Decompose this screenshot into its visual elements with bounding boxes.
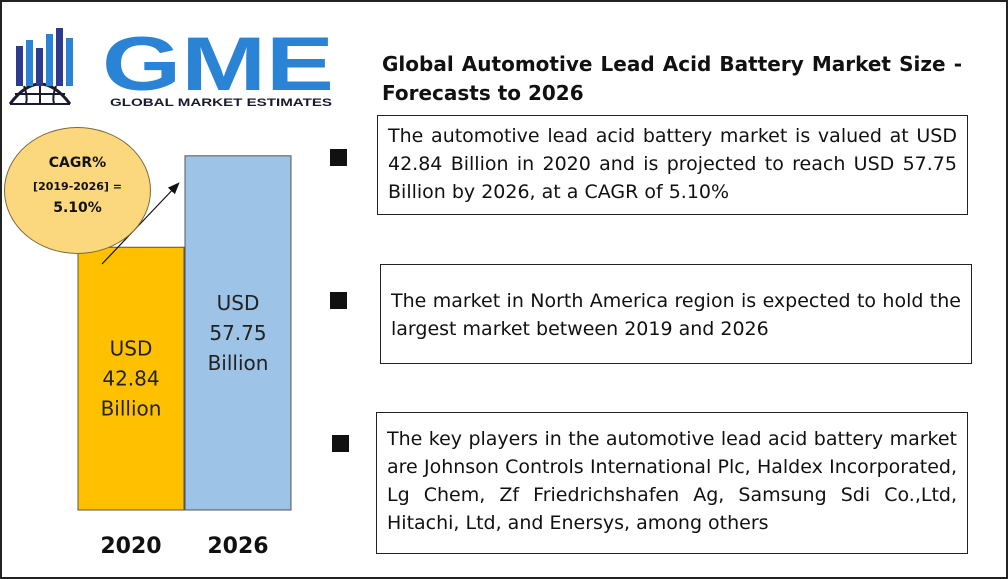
bullet-icon: [330, 149, 347, 166]
x-tick-label: 2020: [100, 534, 161, 559]
point-north-america: The market in North America region is ex…: [380, 264, 972, 364]
cagr-bubble: CAGR% [2019-2026] = 5.10%: [4, 127, 151, 254]
bar-value-label: Billion: [208, 351, 269, 375]
point-market-value: The automotive lead acid battery market …: [377, 115, 968, 215]
cagr-period: [2019-2026] =: [33, 180, 122, 193]
bar-2020: [77, 246, 185, 511]
bullet-icon: [330, 292, 347, 309]
cagr-label: CAGR%: [48, 155, 107, 171]
gme-logo: GME GLOBAL MARKET ESTIMATES: [8, 22, 334, 109]
page-title: Global Automotive Lead Acid Battery Mark…: [382, 52, 962, 105]
point-key-players: The key players in the automotive lead a…: [376, 412, 968, 554]
x-tick-label: 2026: [207, 534, 268, 559]
globe-icon: [8, 28, 73, 105]
logo-sub-text: GLOBAL MARKET ESTIMATES: [110, 97, 332, 109]
bar-value-label: USD: [110, 337, 153, 361]
logo-main-text: GME: [102, 22, 334, 107]
bar-value-label: 42.84: [102, 367, 159, 391]
bullet-icon: [332, 435, 349, 452]
bar-value-label: USD: [217, 291, 260, 315]
cagr-value: 5.10%: [53, 200, 102, 216]
bar-value-label: 57.75: [209, 321, 266, 345]
growth-arrow: [101, 182, 180, 265]
bar-2026: [184, 155, 292, 511]
bar-value-label: Billion: [101, 397, 162, 421]
